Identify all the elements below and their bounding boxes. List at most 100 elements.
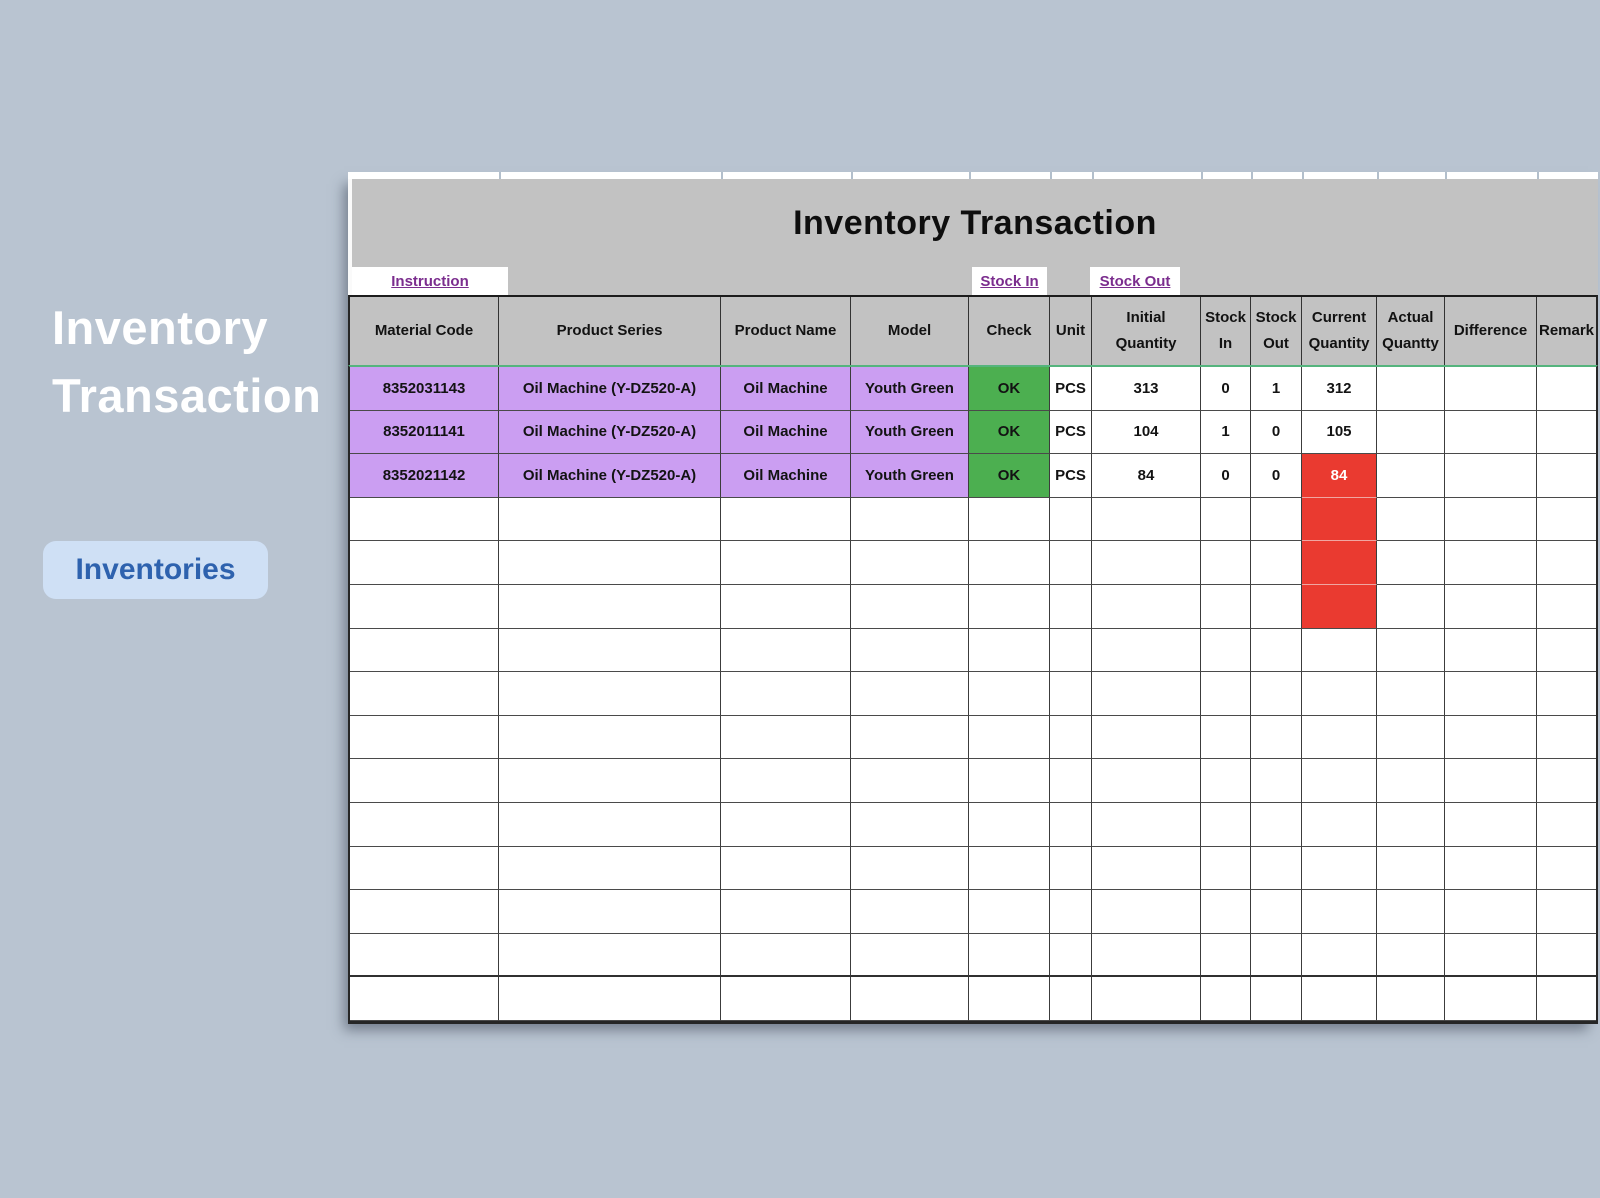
cell-difference [1445,628,1537,673]
cell-check: OK [969,454,1050,498]
cell-product_name [721,933,851,978]
cell-stock_in [1201,846,1251,891]
cell-check [969,933,1050,978]
column-header-stock_in: Stock In [1201,297,1251,365]
cell-product_series [499,541,721,585]
cell-actual_quantity [1377,715,1445,760]
cell-product_series [499,933,721,978]
cell-actual_quantity [1377,890,1445,934]
cell-initial_quantity: 313 [1092,367,1201,411]
cell-check [969,584,1050,629]
cell-stock_in [1201,628,1251,673]
cell-difference [1445,715,1537,760]
spreadsheet-preview: Inventory Transaction Instruction Stock … [348,172,1598,1024]
cell-product_name [721,628,851,673]
column-header-material_code: Material Code [350,297,499,365]
cell-unit [1050,672,1092,716]
cell-unit [1050,802,1092,847]
cell-material_code [350,628,499,673]
table-row: 8352011141 Oil Machine (Y-DZ520-A) Oil Mac… [350,410,1596,455]
cell-stock_in [1201,497,1251,542]
cell-difference [1445,454,1537,498]
cell-unit [1050,715,1092,760]
cell-current_quantity [1302,802,1377,847]
cell-product_series [499,977,721,1021]
page-title-line1: Inventory [52,301,269,354]
column-header-product_series: Product Series [499,297,721,365]
cell-remark [1537,585,1596,629]
cell-material_code [350,890,499,934]
cell-remark [1537,977,1596,1021]
cell-check [969,715,1050,760]
cell-model: Youth Green [851,454,969,498]
cell-actual_quantity [1377,759,1445,803]
stock-in-link[interactable]: Stock In [972,267,1047,295]
cell-remark [1537,411,1596,455]
cell-remark [1537,454,1596,498]
cell-stock_in [1201,802,1251,847]
cell-stock_in [1201,759,1251,803]
cell-unit [1050,977,1092,1021]
cell-unit: PCS [1050,454,1092,498]
column-header-initial_quantity: Initial Quantity [1092,297,1201,365]
table-row [350,715,1596,760]
sheet-title: Inventory Transaction [793,203,1157,242]
cell-product_name [721,672,851,716]
cell-initial_quantity: 104 [1092,410,1201,455]
cell-current_quantity [1302,584,1377,629]
column-boundary-tick [1377,172,1379,179]
cell-unit [1050,497,1092,542]
cell-material_code [350,672,499,716]
cell-unit [1050,933,1092,978]
table-row [350,497,1596,542]
cell-product_series [499,715,721,760]
cell-actual_quantity [1377,410,1445,455]
cell-remark [1537,847,1596,891]
cell-stock_out: 0 [1251,454,1302,498]
column-header-actual_quantity: Actual Quantty [1377,297,1445,365]
instruction-link[interactable]: Instruction [352,267,508,295]
cell-difference [1445,846,1537,891]
cell-unit [1050,759,1092,803]
cell-stock_in [1201,715,1251,760]
cell-actual_quantity [1377,454,1445,498]
column-boundary-tick [1201,172,1203,179]
cell-stock_in: 0 [1201,454,1251,498]
cell-product_series: Oil Machine (Y-DZ520-A) [499,454,721,498]
inventories-button[interactable]: Inventories [43,541,268,599]
cell-check: OK [969,410,1050,455]
cell-current_quantity [1302,977,1377,1021]
cell-check [969,759,1050,803]
cell-initial_quantity [1092,715,1201,760]
cell-current_quantity [1302,628,1377,673]
cell-stock_in: 1 [1201,410,1251,455]
cell-check [969,628,1050,673]
cell-model: Youth Green [851,367,969,411]
cell-product_name: Oil Machine [721,454,851,498]
cell-material_code: 8352031143 [350,367,499,411]
cell-initial_quantity [1092,802,1201,847]
cell-current_quantity [1302,715,1377,760]
cell-material_code [350,759,499,803]
page-title: Inventory Transaction [52,294,321,430]
cell-remark [1537,367,1596,411]
cell-unit: PCS [1050,410,1092,455]
cell-current_quantity [1302,933,1377,978]
cell-product_name [721,846,851,891]
cell-material_code [350,977,499,1021]
cell-model [851,802,969,847]
cell-check: OK [969,367,1050,411]
cell-unit [1050,890,1092,934]
column-header-product_name: Product Name [721,297,851,365]
cell-product_series [499,497,721,542]
cell-remark [1537,759,1596,803]
cell-model [851,541,969,585]
cell-stock_out [1251,759,1302,803]
cell-product_series [499,584,721,629]
cell-product_name: Oil Machine [721,410,851,455]
cell-stock_out [1251,541,1302,585]
stock-out-link[interactable]: Stock Out [1090,267,1180,295]
table-row: 8352031143 Oil Machine (Y-DZ520-A) Oil Mac… [350,367,1596,411]
column-header-unit: Unit [1050,297,1092,365]
cell-stock_out [1251,890,1302,934]
